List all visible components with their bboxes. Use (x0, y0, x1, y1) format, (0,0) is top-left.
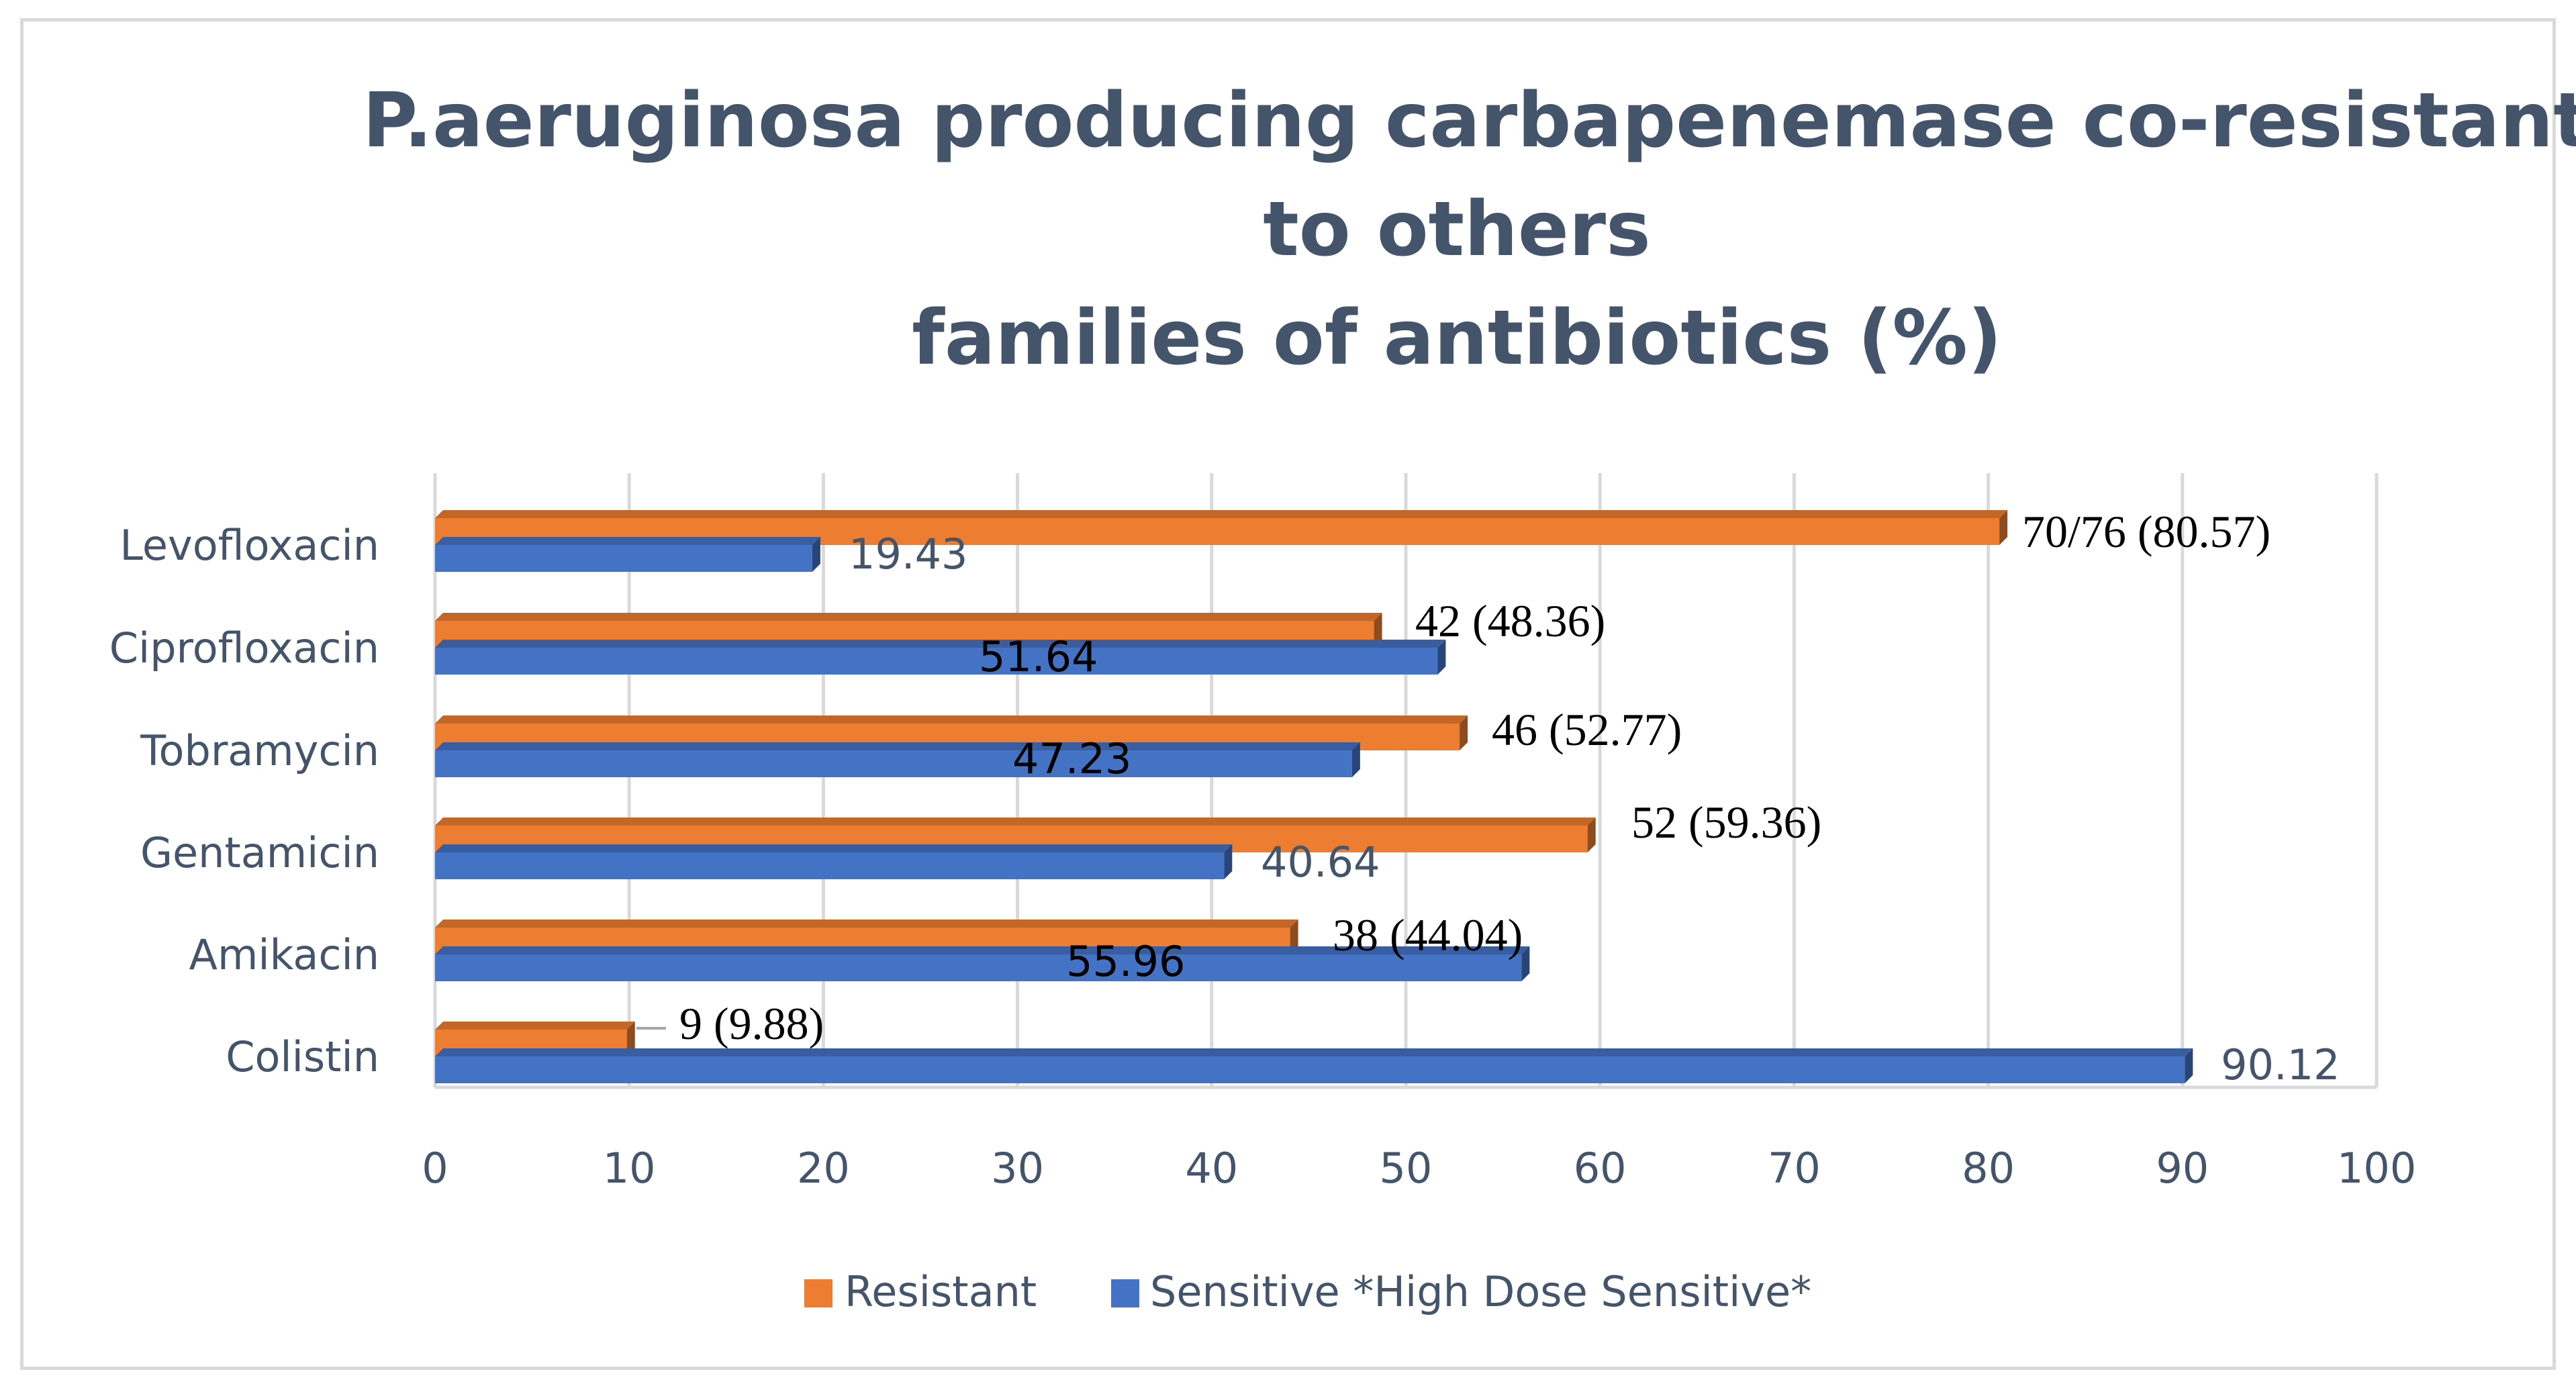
data-label-sensitive: 40.64 (1261, 838, 1380, 887)
category-label: Tobramycin (140, 726, 379, 775)
x-tick-label: 30 (991, 1144, 1044, 1193)
x-tick-label: 50 (1380, 1144, 1433, 1193)
bar-resistant (435, 510, 2008, 545)
data-label-sensitive: 55.96 (1066, 937, 1186, 986)
x-tick-label: 20 (797, 1144, 850, 1193)
legend-swatch-resistant (804, 1279, 832, 1307)
x-tick-label: 90 (2156, 1144, 2209, 1193)
x-tick-label: 60 (1574, 1144, 1627, 1193)
category-label: Colistin (226, 1032, 379, 1081)
chart-title-line-3: families of antibiotics (%) (912, 295, 2002, 382)
x-tick-label: 10 (603, 1144, 656, 1193)
data-label-sensitive: 19.43 (849, 530, 968, 579)
bar-sensitive (435, 844, 1233, 879)
bar-sensitive (435, 537, 820, 572)
data-label-resistant: 38 (44.04) (1333, 909, 1523, 960)
x-tick-label: 80 (1962, 1144, 2015, 1193)
category-label: Amikacin (189, 930, 379, 979)
chart-title-line-1: P.aeruginosa producing carbapenemase co-… (363, 77, 2576, 164)
x-tick-label: 40 (1185, 1144, 1238, 1193)
bar-sensitive (435, 640, 1446, 675)
bar-resistant (435, 715, 1468, 750)
chart-frame (20, 18, 2556, 1370)
data-label-resistant: 46 (52.77) (1492, 704, 1682, 755)
data-label-resistant: 70/76 (80.57) (2022, 506, 2271, 557)
category-label: Gentamicin (140, 828, 379, 877)
category-label: Levofloxacin (120, 521, 379, 570)
x-tick-label: 0 (422, 1144, 448, 1193)
data-label-resistant: 9 (9.88) (679, 998, 824, 1049)
category-label: Ciprofloxacin (109, 624, 379, 673)
bar-sensitive (435, 1048, 2193, 1083)
data-label-sensitive: 90.12 (2221, 1040, 2340, 1089)
legend-swatch-sensitive (1111, 1279, 1139, 1307)
data-label-sensitive: 47.23 (1012, 734, 1132, 783)
data-label-sensitive: 51.64 (979, 632, 1098, 681)
bar-resistant (435, 613, 1382, 648)
chart-title-line-2: to others (1263, 186, 1651, 273)
legend-label-resistant: Resistant (845, 1267, 1037, 1316)
data-label-resistant: 52 (59.36) (1631, 797, 1821, 848)
bar-sensitive (435, 946, 1530, 981)
legend-label-sensitive: Sensitive *High Dose Sensitive* (1150, 1267, 1811, 1316)
data-label-resistant: 42 (48.36) (1415, 595, 1605, 646)
x-tick-label: 100 (2337, 1144, 2416, 1193)
bar-sensitive (435, 742, 1360, 777)
x-tick-label: 70 (1768, 1144, 1821, 1193)
